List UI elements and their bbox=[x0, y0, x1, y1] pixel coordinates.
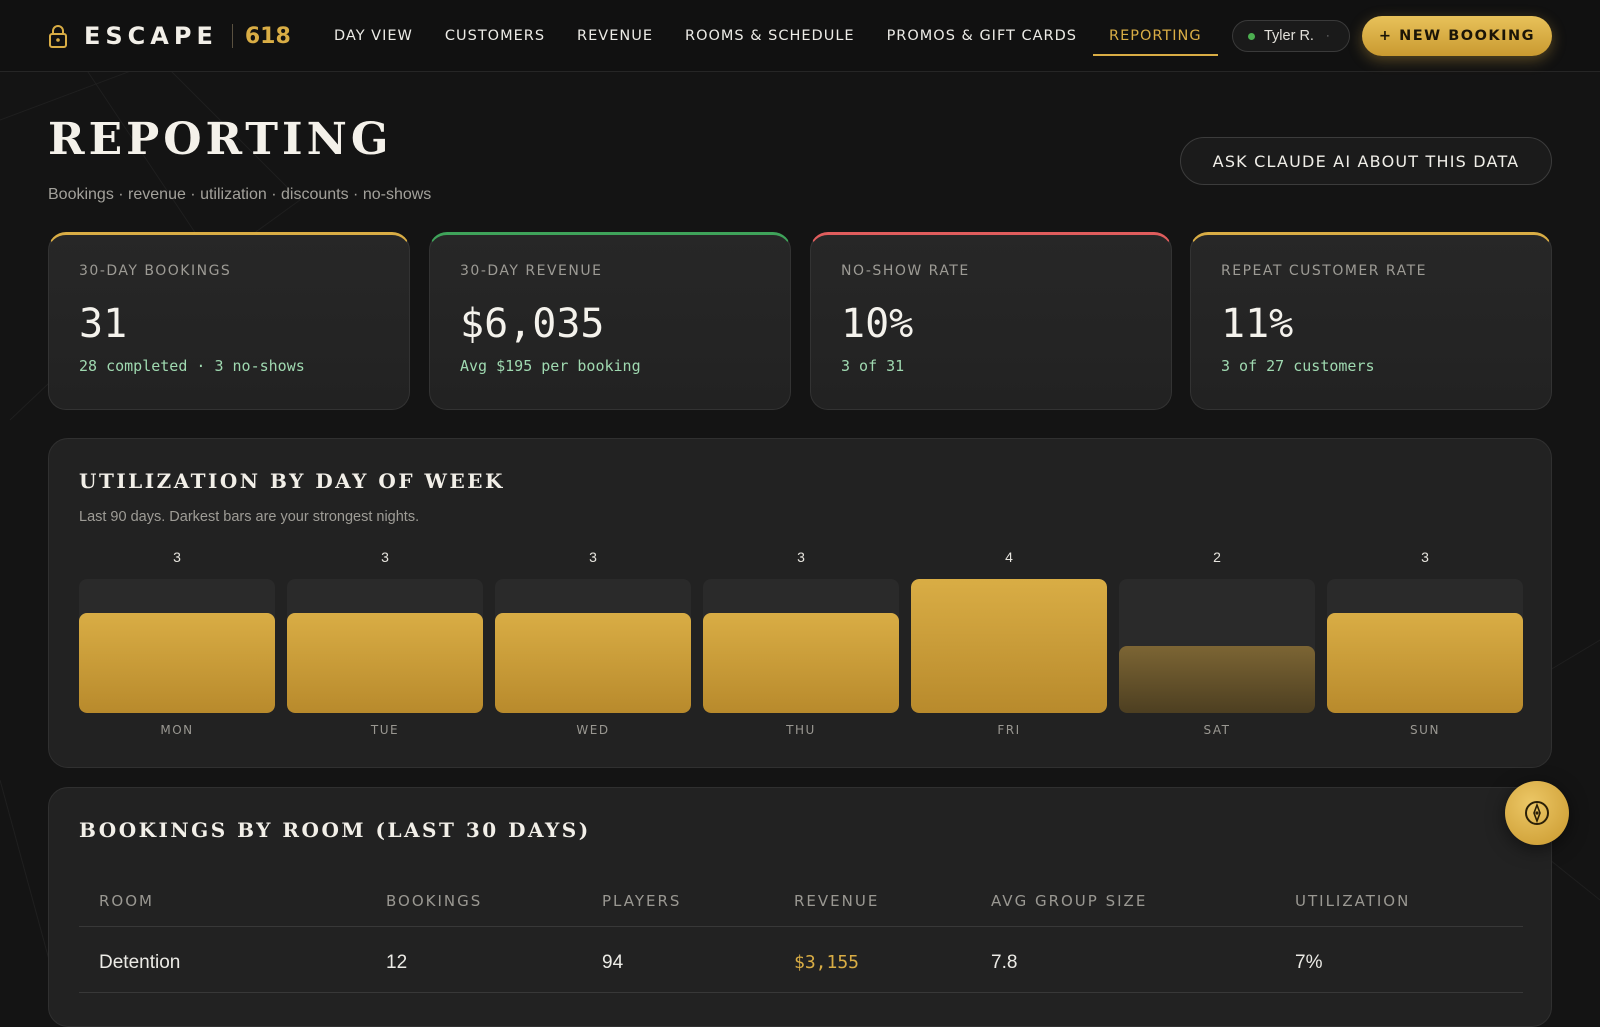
nav-links: DAY VIEW CUSTOMERS REVENUE ROOMS & SCHED… bbox=[318, 0, 1218, 72]
bar-day-label: SAT bbox=[1203, 723, 1231, 737]
cell-bookings: 12 bbox=[386, 952, 408, 973]
kpi-value: 10% bbox=[841, 301, 914, 347]
top-nav: ESCAPE 618 DAY VIEW CUSTOMERS REVENUE RO… bbox=[0, 0, 1600, 72]
rooms-table-title: BOOKINGS BY ROOM (LAST 30 DAYS) bbox=[79, 818, 591, 842]
table-row-divider bbox=[79, 992, 1523, 993]
bar-value-label: 4 bbox=[1005, 549, 1013, 565]
cell-avg-group-size: 7.8 bbox=[991, 952, 1018, 973]
brand-number: 618 bbox=[244, 23, 291, 49]
bar-fill bbox=[911, 579, 1107, 713]
utilization-subtitle: Last 90 days. Darkest bars are your stro… bbox=[79, 509, 420, 525]
kpi-label: NO-SHOW RATE bbox=[841, 263, 970, 279]
kpi-value: 11% bbox=[1221, 301, 1294, 347]
user-menu-caret-icon: · bbox=[1325, 30, 1330, 42]
bar-track bbox=[495, 579, 691, 713]
column-header-utilization[interactable]: UTILIZATION bbox=[1295, 892, 1411, 910]
kpi-card-revenue: 30-DAY REVENUE $6,035 Avg $195 per booki… bbox=[429, 232, 791, 410]
nav-promos-gift-cards[interactable]: PROMOS & GIFT CARDS bbox=[886, 28, 1077, 44]
cell-utilization: 7% bbox=[1295, 952, 1323, 973]
kpi-value: 31 bbox=[79, 301, 128, 347]
bar-fill bbox=[1327, 612, 1523, 713]
kpi-label: REPEAT CUSTOMER RATE bbox=[1221, 263, 1427, 279]
bar-track bbox=[1327, 579, 1523, 713]
brand-divider bbox=[231, 24, 233, 48]
cell-players: 94 bbox=[602, 952, 624, 973]
online-status-dot bbox=[1248, 32, 1255, 40]
bar-value-label: 3 bbox=[797, 549, 805, 565]
bar-fill bbox=[703, 612, 899, 713]
bar-day-label: SUN bbox=[1410, 723, 1440, 737]
column-header-players[interactable]: PLAYERS bbox=[602, 892, 682, 910]
bar-track bbox=[703, 579, 899, 713]
utilization-title: UTILIZATION BY DAY OF WEEK bbox=[79, 469, 505, 493]
kpi-value: $6,035 bbox=[460, 301, 605, 347]
bar-day-label: TUE bbox=[370, 723, 400, 737]
kpi-card-no-show-rate: NO-SHOW RATE 10% 3 of 31 bbox=[810, 232, 1172, 410]
bar-fill bbox=[1119, 646, 1315, 713]
bar-value-label: 3 bbox=[1421, 549, 1429, 565]
brand-name: ESCAPE bbox=[84, 22, 218, 50]
nav-reporting[interactable]: REPORTING bbox=[1093, 0, 1218, 72]
cell-room: Detention bbox=[99, 952, 181, 973]
bar-day-label: THU bbox=[786, 723, 816, 737]
lock-icon bbox=[49, 25, 67, 48]
column-header-revenue[interactable]: REVENUE bbox=[794, 892, 880, 910]
assistant-fab[interactable] bbox=[1505, 781, 1569, 845]
bar-value-label: 2 bbox=[1213, 549, 1221, 565]
bar-day-label: MON bbox=[160, 723, 194, 737]
bar-fill bbox=[79, 612, 275, 713]
column-header-avg-group-size[interactable]: AVG GROUP SIZE bbox=[991, 892, 1148, 910]
compass-icon bbox=[1525, 801, 1549, 825]
new-booking-button[interactable]: + NEW BOOKING bbox=[1362, 16, 1552, 56]
user-name: Tyler R. bbox=[1264, 28, 1314, 44]
bar-value-label: 3 bbox=[173, 549, 181, 565]
brand-logo[interactable]: ESCAPE 618 bbox=[48, 0, 291, 72]
bar-value-label: 3 bbox=[589, 549, 597, 565]
bar-value-label: 3 bbox=[381, 549, 389, 565]
bar-fill bbox=[287, 612, 483, 713]
bar-track bbox=[287, 579, 483, 713]
nav-rooms-schedule[interactable]: ROOMS & SCHEDULE bbox=[685, 28, 855, 44]
kpi-label: 30-DAY REVENUE bbox=[460, 263, 603, 279]
kpi-detail: Avg $195 per booking bbox=[460, 357, 641, 375]
kpi-detail: 3 of 27 customers bbox=[1221, 357, 1375, 375]
ask-ai-button[interactable]: ASK CLAUDE AI ABOUT THIS DATA bbox=[1180, 137, 1552, 185]
bar-track bbox=[79, 579, 275, 713]
page-subtitle: Bookings · revenue · utilization · disco… bbox=[48, 186, 432, 203]
bar-track bbox=[911, 579, 1107, 713]
bar-day-label: FRI bbox=[997, 723, 1021, 737]
column-header-room[interactable]: ROOM bbox=[99, 892, 154, 910]
rooms-table-card: BOOKINGS BY ROOM (LAST 30 DAYS) ROOM BOO… bbox=[48, 787, 1552, 1027]
cell-revenue: $3,155 bbox=[794, 952, 860, 973]
bar-track bbox=[1119, 579, 1315, 713]
page-title: REPORTING bbox=[48, 114, 393, 165]
utilization-card: UTILIZATION BY DAY OF WEEK Last 90 days.… bbox=[48, 438, 1552, 768]
kpi-detail: 28 completed · 3 no-shows bbox=[79, 357, 305, 375]
nav-customers[interactable]: CUSTOMERS bbox=[444, 28, 546, 44]
bar-day-label: WED bbox=[576, 723, 610, 737]
column-header-bookings[interactable]: BOOKINGS bbox=[386, 892, 483, 910]
kpi-label: 30-DAY BOOKINGS bbox=[79, 263, 232, 279]
nav-revenue[interactable]: REVENUE bbox=[577, 28, 653, 44]
table-header-divider bbox=[79, 926, 1523, 927]
nav-day-view[interactable]: DAY VIEW bbox=[334, 28, 413, 44]
bar-fill bbox=[495, 612, 691, 713]
kpi-detail: 3 of 31 bbox=[841, 357, 905, 375]
kpi-card-bookings: 30-DAY BOOKINGS 31 28 completed · 3 no-s… bbox=[48, 232, 410, 410]
user-menu[interactable]: Tyler R. · bbox=[1232, 20, 1350, 52]
kpi-card-repeat-customer-rate: REPEAT CUSTOMER RATE 11% 3 of 27 custome… bbox=[1190, 232, 1552, 410]
